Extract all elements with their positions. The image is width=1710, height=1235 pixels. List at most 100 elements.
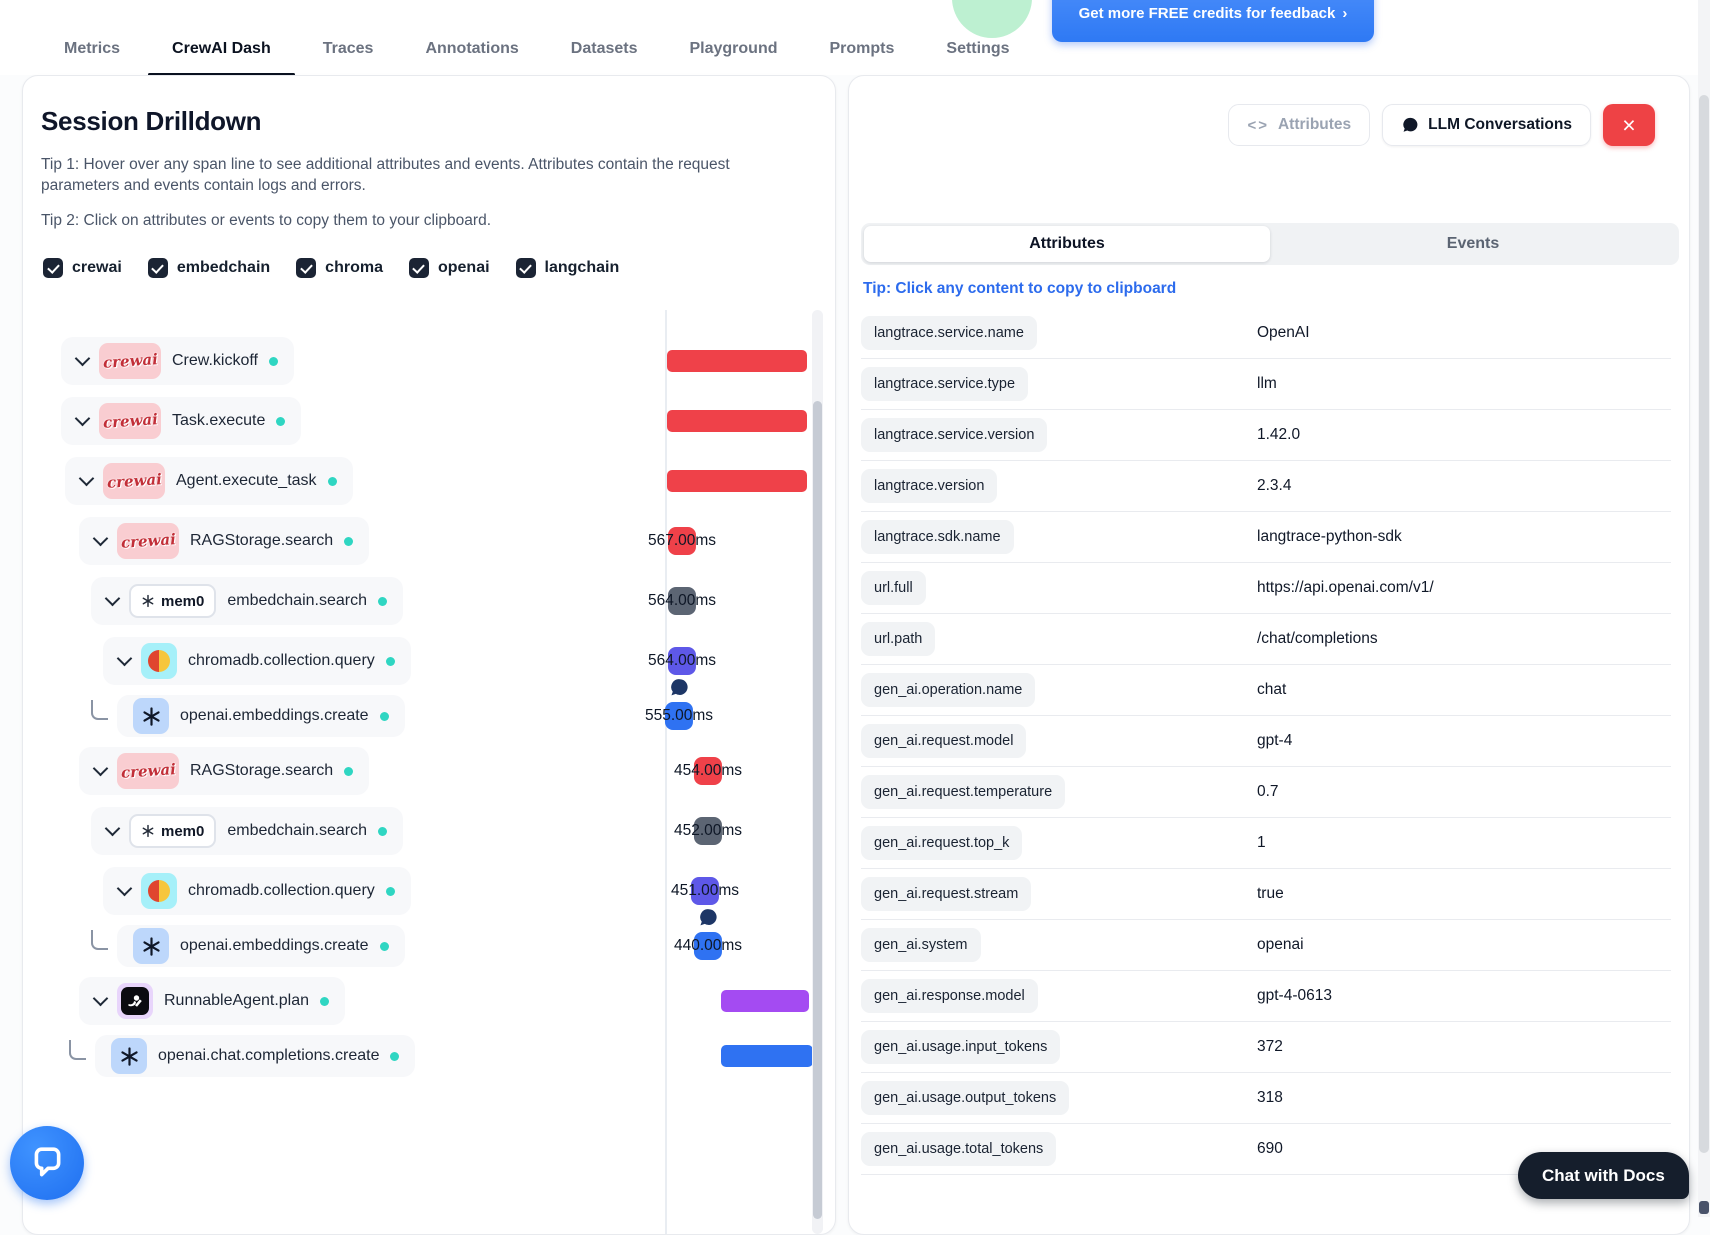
attribute-value[interactable]: 690	[1257, 1140, 1283, 1157]
attribute-value[interactable]: 372	[1257, 1038, 1283, 1055]
span-duration[interactable]: 452.00ms	[674, 817, 742, 845]
span-duration-bar[interactable]	[667, 470, 807, 492]
chevron-down-icon[interactable]	[116, 880, 133, 897]
span-chip[interactable]: mem0 embedchain.search	[91, 807, 403, 855]
span-duration[interactable]: 564.00ms	[648, 587, 716, 615]
attribute-key[interactable]: langtrace.version	[861, 469, 998, 503]
attribute-value[interactable]: llm	[1257, 375, 1277, 392]
nav-tab-prompts[interactable]: Prompts	[804, 30, 921, 76]
span-chip[interactable]: chromadb.collection.query	[103, 637, 411, 685]
attribute-key[interactable]: gen_ai.response.model	[861, 979, 1038, 1013]
attribute-value[interactable]: chat	[1257, 681, 1287, 698]
attribute-value[interactable]: 2.3.4	[1257, 477, 1292, 494]
filter-openai[interactable]: openai	[408, 258, 490, 279]
chevron-down-icon[interactable]	[92, 530, 109, 547]
span-duration[interactable]: 564.00ms	[648, 647, 716, 675]
span-chip[interactable]: crewai Task.execute	[61, 397, 302, 445]
checkbox[interactable]	[296, 258, 317, 279]
close-button[interactable]: ×	[1603, 104, 1655, 146]
checkbox[interactable]	[408, 258, 429, 279]
attribute-value[interactable]: 318	[1257, 1089, 1283, 1106]
attribute-value[interactable]: langtrace-python-sdk	[1257, 528, 1402, 545]
span-chip[interactable]: openai.embeddings.create	[117, 695, 405, 737]
span-duration[interactable]: 555.00ms	[645, 679, 713, 730]
nav-tab-settings[interactable]: Settings	[920, 30, 1035, 76]
nav-tab-annotations[interactable]: Annotations	[399, 30, 544, 76]
span-duration-bar[interactable]	[667, 350, 807, 372]
span-chip[interactable]: RunnableAgent.plan	[79, 977, 346, 1025]
attribute-key[interactable]: gen_ai.system	[861, 928, 981, 962]
attribute-value[interactable]: 1	[1257, 834, 1266, 851]
attribute-value[interactable]: openai	[1257, 936, 1304, 953]
attribute-key[interactable]: gen_ai.request.model	[861, 724, 1027, 758]
checkbox[interactable]	[515, 258, 536, 279]
attributes-button[interactable]: <> Attributes	[1228, 104, 1371, 146]
span-chip[interactable]: crewai Crew.kickoff	[61, 337, 294, 385]
nav-tab-metrics[interactable]: Metrics	[38, 30, 146, 76]
attribute-key[interactable]: gen_ai.request.stream	[861, 877, 1032, 911]
span-duration-bar[interactable]	[721, 1045, 813, 1067]
checkbox[interactable]	[147, 258, 168, 279]
filter-langchain[interactable]: langchain	[515, 258, 619, 279]
filter-embedchain[interactable]: embedchain	[147, 258, 270, 279]
attribute-key[interactable]: url.full	[861, 571, 926, 605]
span-chip[interactable]: chromadb.collection.query	[103, 867, 411, 915]
attribute-key[interactable]: gen_ai.request.top_k	[861, 826, 1023, 860]
span-duration[interactable]: 451.00ms	[671, 877, 739, 905]
span-chip[interactable]: crewai Agent.execute_task	[65, 457, 353, 505]
chevron-down-icon[interactable]	[92, 990, 109, 1007]
attribute-key[interactable]: url.path	[861, 622, 936, 656]
chevron-down-icon[interactable]	[104, 820, 121, 837]
conversation-bubble-icon[interactable]	[697, 907, 718, 928]
attribute-value[interactable]: https://api.openai.com/v1/	[1257, 579, 1434, 596]
nav-tab-playground[interactable]: Playground	[663, 30, 803, 76]
attribute-key[interactable]: gen_ai.operation.name	[861, 673, 1036, 707]
attribute-value[interactable]: 0.7	[1257, 783, 1279, 800]
span-chip[interactable]: openai.embeddings.create	[117, 925, 405, 967]
attribute-value[interactable]: OpenAI	[1257, 324, 1310, 341]
attribute-value[interactable]: gpt-4	[1257, 732, 1293, 749]
span-duration-bar[interactable]	[667, 410, 807, 432]
chevron-down-icon[interactable]	[92, 760, 109, 777]
checkbox[interactable]	[43, 258, 63, 279]
page-scrollbar[interactable]	[1699, 95, 1709, 1153]
attribute-key[interactable]: langtrace.sdk.name	[861, 520, 1014, 554]
attribute-key[interactable]: langtrace.service.type	[861, 367, 1029, 401]
span-chip[interactable]: crewai RAGStorage.search	[79, 517, 370, 565]
span-duration[interactable]: 567.00ms	[648, 527, 716, 555]
attribute-key[interactable]: gen_ai.usage.output_tokens	[861, 1081, 1070, 1115]
attribute-key[interactable]: gen_ai.request.temperature	[861, 775, 1066, 809]
span-duration-bar[interactable]	[721, 990, 809, 1012]
attribute-key[interactable]: langtrace.service.name	[861, 316, 1037, 350]
span-duration[interactable]: 440.00ms	[674, 909, 742, 960]
span-chip[interactable]: mem0 embedchain.search	[91, 577, 403, 625]
attribute-value[interactable]: /chat/completions	[1257, 630, 1378, 647]
chevron-down-icon[interactable]	[74, 410, 91, 427]
span-duration[interactable]: 454.00ms	[674, 757, 742, 785]
attribute-value[interactable]: 1.42.0	[1257, 426, 1301, 443]
chevron-down-icon[interactable]	[78, 470, 95, 487]
chevron-down-icon[interactable]	[74, 350, 91, 367]
nav-tab-crewai-dash[interactable]: CrewAI Dash	[146, 30, 297, 76]
chevron-down-icon[interactable]	[104, 590, 121, 607]
free-credits-button[interactable]: Get more FREE credits for feedback ›	[1052, 0, 1374, 42]
attribute-value[interactable]: true	[1257, 885, 1284, 902]
nav-tab-traces[interactable]: Traces	[297, 30, 400, 76]
attribute-key[interactable]: langtrace.service.version	[861, 418, 1048, 452]
conversation-bubble-icon[interactable]	[668, 677, 689, 698]
tab-events[interactable]: Events	[1446, 235, 1500, 252]
attribute-value[interactable]: gpt-4-0613	[1257, 987, 1332, 1004]
span-chip[interactable]: crewai RAGStorage.search	[79, 747, 370, 795]
span-chip[interactable]: openai.chat.completions.create	[95, 1035, 416, 1077]
nav-tab-datasets[interactable]: Datasets	[545, 30, 664, 76]
llm-conversations-button[interactable]: LLM Conversations	[1382, 104, 1591, 146]
tab-attributes[interactable]: Attributes	[864, 226, 1270, 262]
chat-widget-button[interactable]	[10, 1126, 84, 1200]
filter-crewai[interactable]: crewai	[43, 258, 122, 279]
filter-chroma[interactable]: chroma	[296, 258, 383, 279]
attribute-key[interactable]: gen_ai.usage.total_tokens	[861, 1132, 1057, 1166]
chevron-down-icon[interactable]	[116, 650, 133, 667]
attribute-key[interactable]: gen_ai.usage.input_tokens	[861, 1030, 1061, 1064]
chat-with-docs-button[interactable]: Chat with Docs	[1518, 1152, 1689, 1199]
left-panel-scrollbar[interactable]	[813, 401, 822, 1219]
